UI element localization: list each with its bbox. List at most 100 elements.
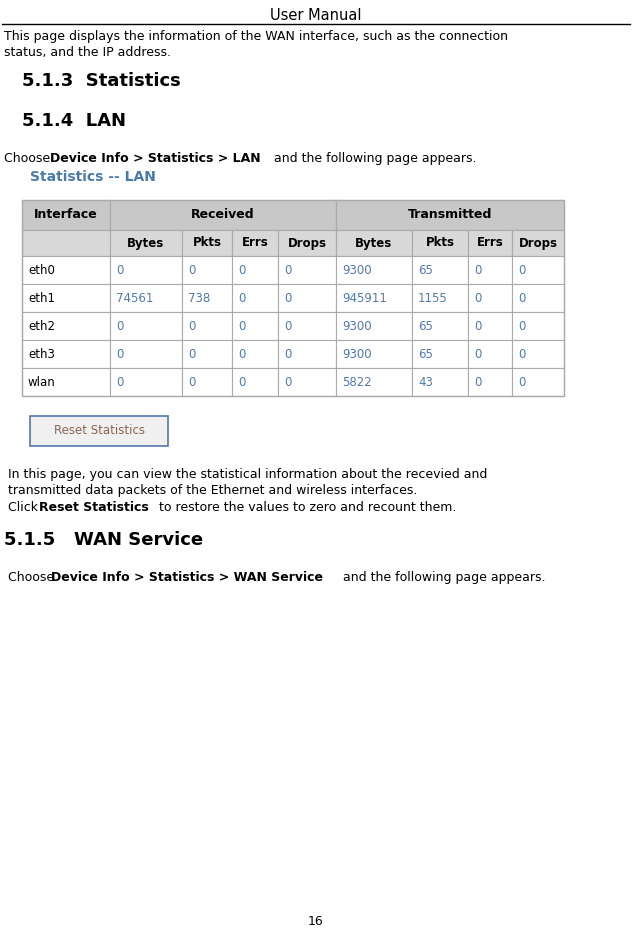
- Text: 0: 0: [474, 264, 482, 277]
- Text: eth3: eth3: [28, 348, 55, 361]
- Bar: [512, 340, 564, 368]
- Bar: [232, 230, 278, 256]
- Text: 0: 0: [116, 348, 123, 361]
- Text: Received: Received: [191, 209, 255, 222]
- Text: Errs: Errs: [477, 237, 503, 250]
- Text: 0: 0: [116, 264, 123, 277]
- Bar: [22, 284, 110, 312]
- Text: 0: 0: [284, 292, 291, 305]
- Text: Pkts: Pkts: [425, 237, 454, 250]
- Text: eth2: eth2: [28, 320, 55, 333]
- Text: Choose: Choose: [4, 152, 54, 165]
- Bar: [512, 284, 564, 312]
- Text: 0: 0: [284, 264, 291, 277]
- Bar: [232, 312, 278, 340]
- Bar: [512, 230, 564, 256]
- Bar: [278, 256, 336, 284]
- Text: Choose: Choose: [8, 571, 58, 584]
- Bar: [336, 312, 412, 340]
- Text: Errs: Errs: [241, 237, 269, 250]
- Text: 0: 0: [518, 348, 525, 361]
- Text: 9300: 9300: [342, 264, 372, 277]
- Bar: [22, 230, 110, 256]
- Text: 0: 0: [238, 348, 245, 361]
- Bar: [232, 256, 278, 284]
- Text: 9300: 9300: [342, 348, 372, 361]
- Text: and the following page appears.: and the following page appears.: [339, 571, 545, 584]
- Text: Device Info > Statistics > LAN: Device Info > Statistics > LAN: [50, 152, 260, 165]
- Bar: [412, 256, 468, 284]
- Text: 738: 738: [188, 292, 210, 305]
- Text: 0: 0: [474, 376, 482, 389]
- Text: 0: 0: [188, 376, 195, 389]
- Bar: [278, 284, 336, 312]
- Text: 0: 0: [188, 264, 195, 277]
- Bar: [468, 256, 512, 284]
- Bar: [512, 368, 564, 396]
- Bar: [336, 256, 412, 284]
- Bar: [182, 284, 232, 312]
- Text: 5.1.3  Statistics: 5.1.3 Statistics: [22, 72, 181, 90]
- Bar: [278, 312, 336, 340]
- Text: 0: 0: [238, 264, 245, 277]
- Text: In this page, you can view the statistical information about the recevied and: In this page, you can view the statistic…: [8, 468, 487, 481]
- Text: 0: 0: [518, 320, 525, 333]
- Text: 74561: 74561: [116, 292, 154, 305]
- Text: 43: 43: [418, 376, 433, 389]
- Text: Bytes: Bytes: [355, 237, 392, 250]
- Bar: [22, 200, 564, 396]
- Bar: [22, 368, 110, 396]
- Bar: [512, 256, 564, 284]
- Text: Drops: Drops: [518, 237, 557, 250]
- Text: 0: 0: [116, 376, 123, 389]
- Text: Pkts: Pkts: [193, 237, 221, 250]
- Bar: [278, 230, 336, 256]
- Bar: [22, 200, 110, 230]
- Bar: [182, 368, 232, 396]
- Bar: [182, 312, 232, 340]
- Bar: [278, 340, 336, 368]
- Text: 945911: 945911: [342, 292, 387, 305]
- Text: 65: 65: [418, 320, 433, 333]
- Text: 0: 0: [284, 376, 291, 389]
- Text: Interface: Interface: [34, 209, 98, 222]
- Text: 0: 0: [474, 320, 482, 333]
- Text: Bytes: Bytes: [128, 237, 164, 250]
- Bar: [182, 256, 232, 284]
- Bar: [110, 340, 182, 368]
- Text: Device Info > Statistics > WAN Service: Device Info > Statistics > WAN Service: [51, 571, 323, 584]
- Bar: [232, 284, 278, 312]
- Text: 65: 65: [418, 264, 433, 277]
- Text: 0: 0: [238, 292, 245, 305]
- Text: 0: 0: [474, 348, 482, 361]
- Text: and the following page appears.: and the following page appears.: [270, 152, 477, 165]
- Text: Reset Statistics: Reset Statistics: [54, 424, 145, 437]
- Bar: [22, 312, 110, 340]
- Text: wlan: wlan: [28, 376, 56, 389]
- Bar: [468, 340, 512, 368]
- Text: 0: 0: [116, 320, 123, 333]
- Text: This page displays the information of the WAN interface, such as the connection: This page displays the information of th…: [4, 30, 508, 43]
- Text: 5.1.4  LAN: 5.1.4 LAN: [22, 112, 126, 130]
- Bar: [110, 256, 182, 284]
- Bar: [336, 368, 412, 396]
- Text: eth0: eth0: [28, 264, 55, 277]
- Bar: [468, 284, 512, 312]
- Bar: [336, 230, 412, 256]
- Text: 16: 16: [308, 915, 324, 928]
- Bar: [468, 312, 512, 340]
- Bar: [182, 340, 232, 368]
- Text: 0: 0: [238, 320, 245, 333]
- Text: 0: 0: [518, 376, 525, 389]
- Bar: [412, 312, 468, 340]
- Text: 0: 0: [284, 320, 291, 333]
- Bar: [22, 340, 110, 368]
- Bar: [110, 284, 182, 312]
- Text: 0: 0: [474, 292, 482, 305]
- Text: to restore the values to zero and recount them.: to restore the values to zero and recoun…: [155, 501, 456, 514]
- Bar: [110, 230, 182, 256]
- Text: status, and the IP address.: status, and the IP address.: [4, 46, 171, 59]
- Text: 0: 0: [188, 320, 195, 333]
- Bar: [232, 368, 278, 396]
- Bar: [412, 230, 468, 256]
